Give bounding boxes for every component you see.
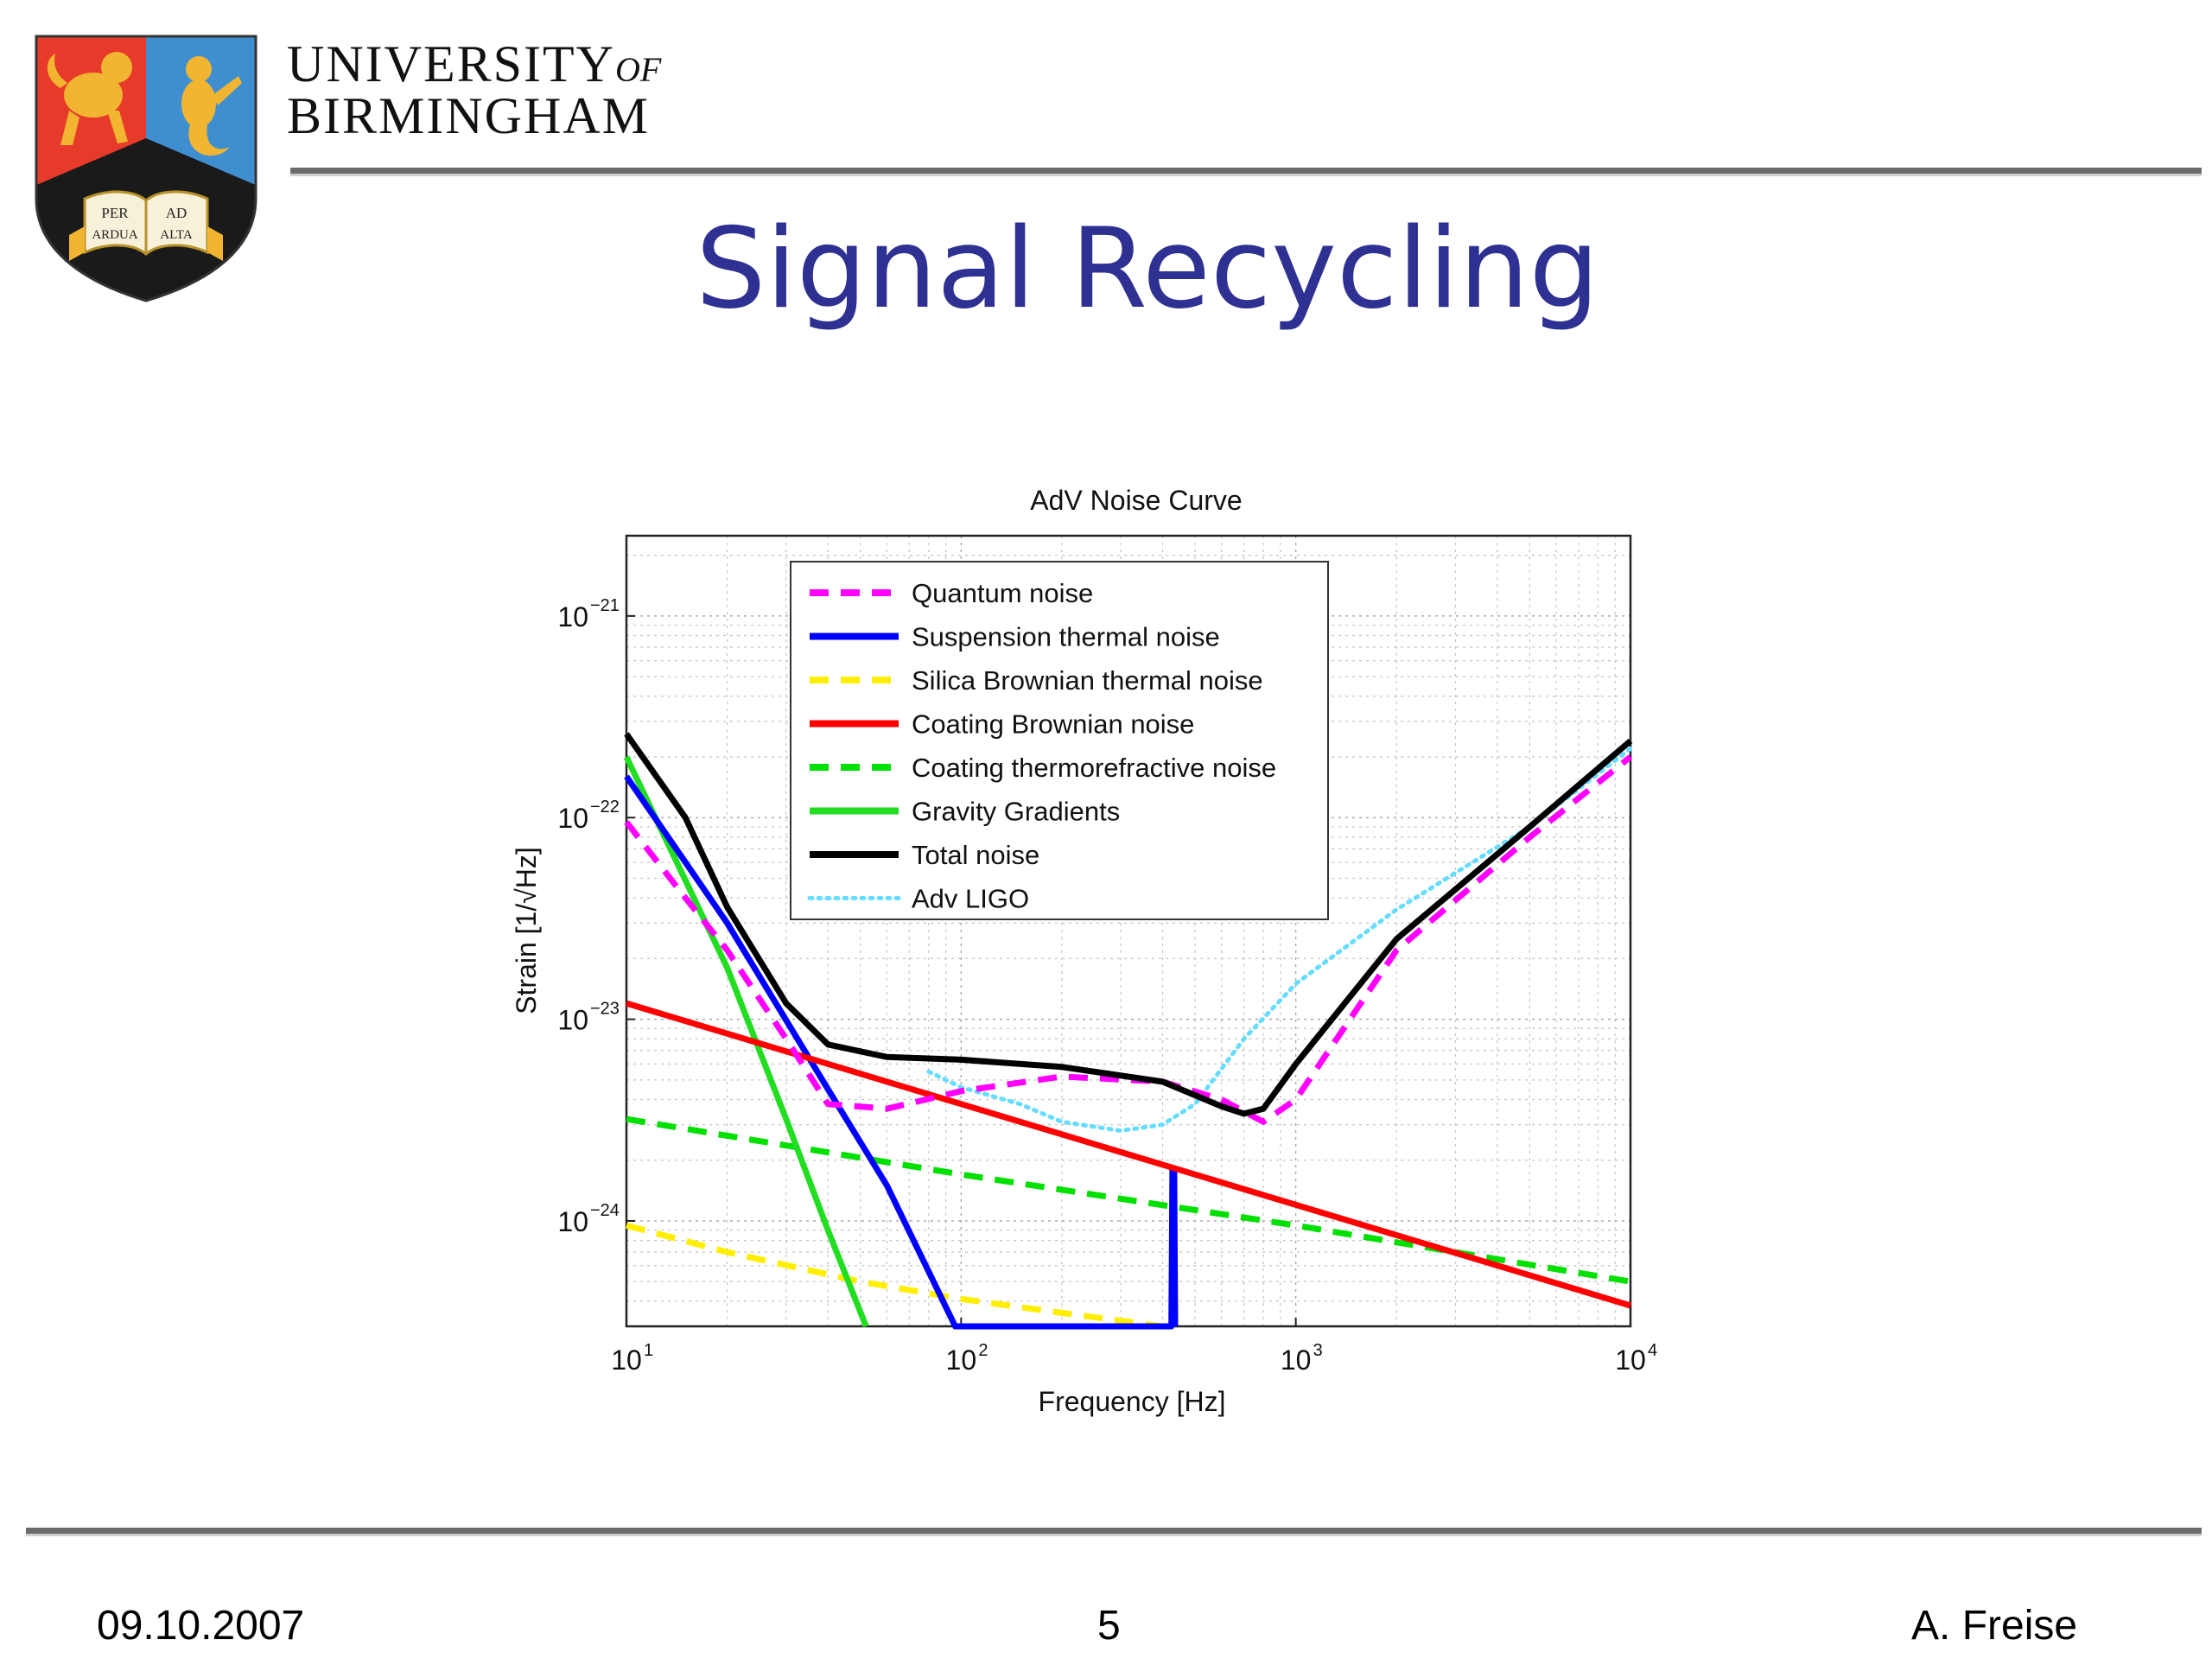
series-line-total-noise [624, 732, 1633, 1117]
legend-label: Quantum noise [912, 578, 1093, 608]
university-crest: PER AD ARDUA ALTA [35, 35, 257, 302]
x-tick-label: 10 4 [1615, 1318, 1657, 1376]
footer-date: 09.10.2007 [97, 1603, 305, 1649]
y-tick-label: 10 −21 [557, 596, 635, 632]
university-of: OF [614, 50, 662, 89]
x-tick-base: 10 [1281, 1344, 1312, 1376]
university-name-line1: UNIVERSITYOF [287, 38, 661, 90]
legend-entry: Total noise [810, 840, 1039, 870]
chart-series [623, 732, 1633, 1330]
lion-icon [47, 52, 132, 145]
x-tick-base: 10 [946, 1344, 977, 1376]
header-divider [290, 168, 2202, 174]
x-axis-label: Frequency [Hz] [1039, 1386, 1226, 1417]
crest-motto-4: ALTA [160, 228, 193, 242]
y-tick-base: 10 [557, 803, 588, 834]
legend-label: Suspension thermal noise [912, 622, 1220, 652]
legend-entry: Coating Brownian noise [810, 709, 1194, 740]
series-line-gravity-gradients [623, 755, 869, 1328]
mermaid-icon [181, 56, 242, 156]
legend-label: Total noise [912, 840, 1039, 870]
legend-label: Silica Brownian thermal noise [912, 665, 1263, 696]
y-tick-exponent: −22 [590, 798, 620, 817]
x-tick-label: 10 2 [946, 1318, 988, 1376]
x-tick-label: 10 3 [1281, 1318, 1323, 1376]
book-icon [69, 190, 223, 261]
x-tick-base: 10 [1615, 1344, 1646, 1376]
legend-entry: Silica Brownian thermal noise [810, 665, 1263, 696]
legend-entry: Coating thermorefractive noise [810, 753, 1276, 783]
y-tick-base: 10 [557, 601, 588, 632]
footer-page-number: 5 [1097, 1603, 1121, 1649]
y-tick-label: 10 −22 [557, 798, 635, 834]
y-tick-base: 10 [557, 1206, 588, 1237]
y-tick-base: 10 [557, 1005, 588, 1036]
series-line-adv-ligo [926, 746, 1633, 1134]
legend-label: Adv LIGO [912, 884, 1029, 914]
footer-author: A. Freise [1911, 1603, 2078, 1649]
legend-entry: Gravity Gradients [810, 797, 1120, 827]
legend-box [790, 561, 1329, 920]
crest-motto-1: PER [101, 205, 129, 221]
y-tick-label: 10 −24 [557, 1201, 635, 1237]
chart-title: AdV Noise Curve [1030, 485, 1242, 516]
legend-entry: Quantum noise [810, 578, 1093, 608]
legend-entry: Adv LIGO [807, 884, 1029, 914]
crest-motto-2: AD [166, 205, 188, 221]
chart-legend: Quantum noise Suspension thermal noise Sil… [790, 561, 1329, 920]
x-tick-exponent: 3 [1313, 1341, 1323, 1360]
x-tick-label: 10 1 [611, 1318, 653, 1376]
legend-label: Coating thermorefractive noise [912, 753, 1276, 783]
university-word: UNIVERSITY [287, 35, 615, 92]
footer-divider [26, 1528, 2202, 1534]
legend-label: Gravity Gradients [912, 797, 1120, 827]
x-tick-exponent: 2 [978, 1341, 988, 1360]
crest-motto-3: ARDUA [92, 228, 138, 242]
y-tick-exponent: −23 [590, 1000, 620, 1019]
y-tick-label: 10 −23 [557, 1000, 635, 1036]
series-line-coating-brownian-noise [625, 1000, 1632, 1309]
y-axis-label: Strain [1/√Hz] [511, 847, 542, 1014]
x-tick-exponent: 4 [1648, 1341, 1657, 1360]
slide-title: Signal Recycling [696, 205, 1599, 334]
legend-entry: Suspension thermal noise [810, 622, 1220, 652]
x-tick-exponent: 1 [644, 1341, 653, 1360]
y-tick-exponent: −21 [590, 596, 620, 615]
y-tick-exponent: −24 [590, 1201, 620, 1220]
university-name-line2: BIRMINGHAM [287, 87, 651, 144]
x-tick-base: 10 [611, 1344, 642, 1376]
series-line-quantum-noise [624, 754, 1633, 1125]
legend-label: Coating Brownian noise [912, 709, 1194, 740]
